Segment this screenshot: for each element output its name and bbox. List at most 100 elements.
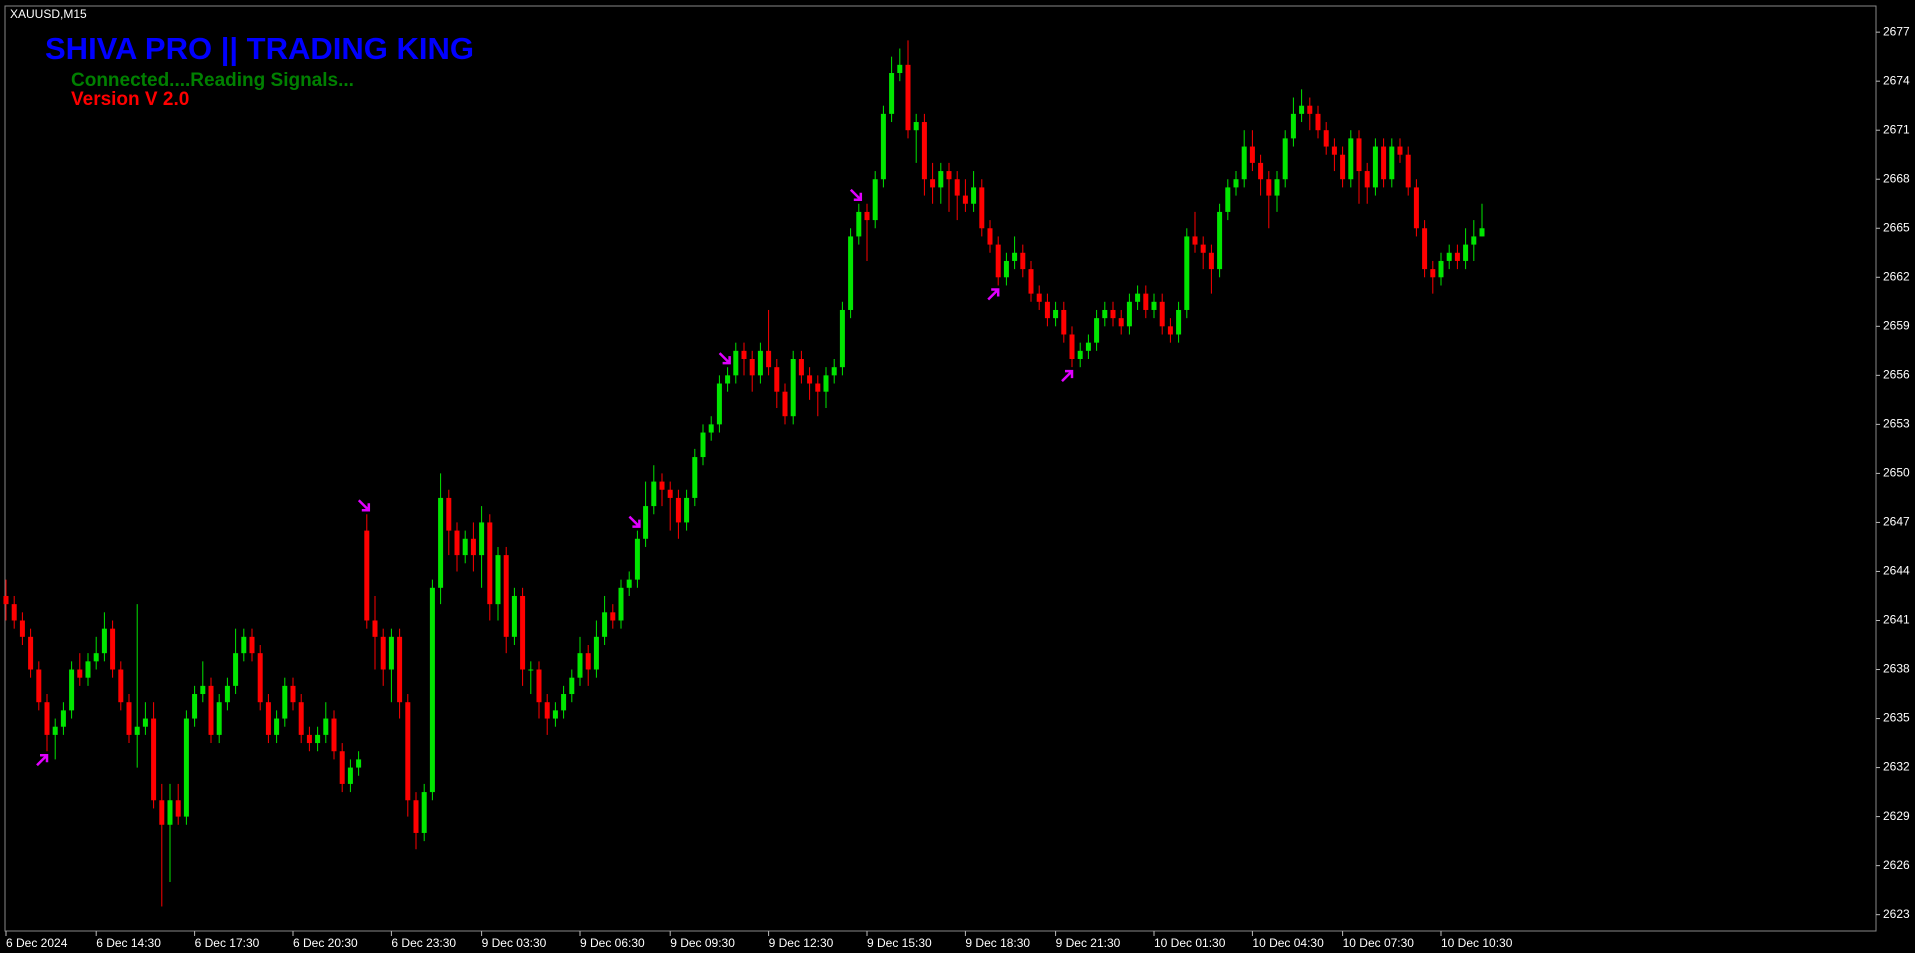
candle-body: [52, 726, 58, 735]
candle-body: [1176, 309, 1182, 335]
candle-body: [1274, 179, 1280, 196]
y-tick-label: 2653: [1883, 417, 1910, 431]
candle-body: [1159, 301, 1165, 327]
y-tick-label: 2638: [1883, 662, 1910, 676]
candle-body: [167, 800, 173, 825]
candle-body: [954, 179, 960, 196]
candle-body: [315, 734, 321, 744]
candle-body: [1454, 252, 1460, 261]
candle-body: [675, 497, 681, 523]
candle-body: [249, 636, 255, 654]
candle-body: [1167, 326, 1173, 335]
candle-body: [708, 424, 714, 433]
x-tick-label: 9 Dec 18:30: [965, 936, 1030, 950]
candle-body: [815, 383, 821, 392]
candle-body: [339, 751, 345, 784]
candle-body: [1184, 236, 1190, 310]
candle-body: [298, 702, 304, 735]
buy-signal-arrow: [1061, 369, 1074, 383]
x-tick-label: 9 Dec 15:30: [867, 936, 932, 950]
candle-body: [306, 734, 312, 744]
sell-signal-arrow: [628, 515, 641, 528]
y-tick-label: 2641: [1883, 613, 1910, 627]
candle-body: [897, 64, 903, 74]
candle-body: [1348, 138, 1354, 180]
y-tick-label: 2647: [1883, 515, 1910, 529]
candle-body: [429, 587, 435, 793]
candle-body: [19, 620, 25, 637]
candle-body: [1356, 138, 1362, 172]
candle-body: [216, 702, 222, 735]
candle-body: [1126, 301, 1132, 327]
candle-body: [1364, 171, 1370, 188]
x-tick-label: 10 Dec 10:30: [1441, 936, 1513, 950]
candle-body: [913, 122, 919, 131]
candle-body: [1471, 236, 1477, 245]
candle-body: [798, 359, 804, 376]
candle-body: [602, 612, 608, 637]
x-tick-label: 9 Dec 12:30: [769, 936, 834, 950]
candle-body: [659, 481, 665, 490]
candle-body: [151, 718, 157, 801]
x-tick-label: 9 Dec 09:30: [670, 936, 735, 950]
candle-body: [733, 350, 739, 376]
candle-body: [495, 555, 501, 605]
candle-body: [1241, 146, 1247, 180]
candle-body: [1028, 269, 1034, 294]
candle-body: [134, 726, 140, 735]
candle-body: [331, 718, 337, 752]
candle-body: [1397, 146, 1403, 155]
candle-body: [388, 636, 394, 670]
candle-body: [159, 800, 165, 825]
y-tick-label: 2635: [1883, 711, 1910, 725]
candle-body: [741, 350, 747, 360]
candle-body: [1044, 301, 1050, 319]
candle-body: [1192, 236, 1198, 245]
candle-body: [921, 122, 927, 180]
candle-body: [11, 604, 17, 621]
x-tick-label: 6 Dec 2024: [6, 936, 68, 950]
candle-body: [1208, 252, 1214, 270]
candle-body: [1225, 187, 1231, 212]
candle-body: [1151, 301, 1157, 310]
candle-body: [643, 506, 649, 539]
y-tick-label: 2674: [1883, 73, 1910, 87]
candle-body: [872, 179, 878, 221]
candle-body: [1323, 130, 1329, 147]
candle-body: [1053, 309, 1059, 319]
candle-body: [470, 538, 476, 556]
candle-body: [766, 350, 772, 368]
candle-body: [1463, 244, 1469, 261]
candle-body: [118, 669, 124, 703]
y-tick-label: 2626: [1883, 858, 1910, 872]
candle-body: [774, 367, 780, 392]
sell-signal-arrow: [718, 352, 731, 365]
x-tick-label: 10 Dec 01:30: [1154, 936, 1226, 950]
candle-body: [1003, 260, 1009, 278]
candle-body: [233, 653, 239, 686]
x-tick-label: 9 Dec 21:30: [1056, 936, 1121, 950]
candle-body: [1331, 146, 1337, 155]
candle-body: [1110, 309, 1116, 319]
y-tick-label: 2623: [1883, 907, 1910, 921]
candle-body: [101, 628, 107, 654]
candle-body: [1102, 309, 1108, 319]
candle-body: [175, 800, 181, 817]
candle-body: [44, 702, 50, 735]
candle-body: [1315, 113, 1321, 131]
candle-body: [1299, 105, 1305, 114]
candle-body: [1249, 146, 1255, 163]
candle-body: [1085, 342, 1091, 351]
symbol-label: XAUUSD,M15: [10, 7, 87, 21]
chart-title: SHIVA PRO || TRADING KING: [45, 31, 474, 66]
candle-body: [1069, 334, 1075, 360]
candle-body: [930, 179, 936, 188]
candle-body: [413, 800, 419, 833]
candle-body: [1405, 154, 1411, 188]
candle-body: [241, 636, 247, 654]
candle-body: [438, 497, 444, 588]
x-tick-label: 6 Dec 17:30: [195, 936, 260, 950]
candle-body: [561, 694, 567, 711]
candle-body: [1217, 211, 1223, 270]
